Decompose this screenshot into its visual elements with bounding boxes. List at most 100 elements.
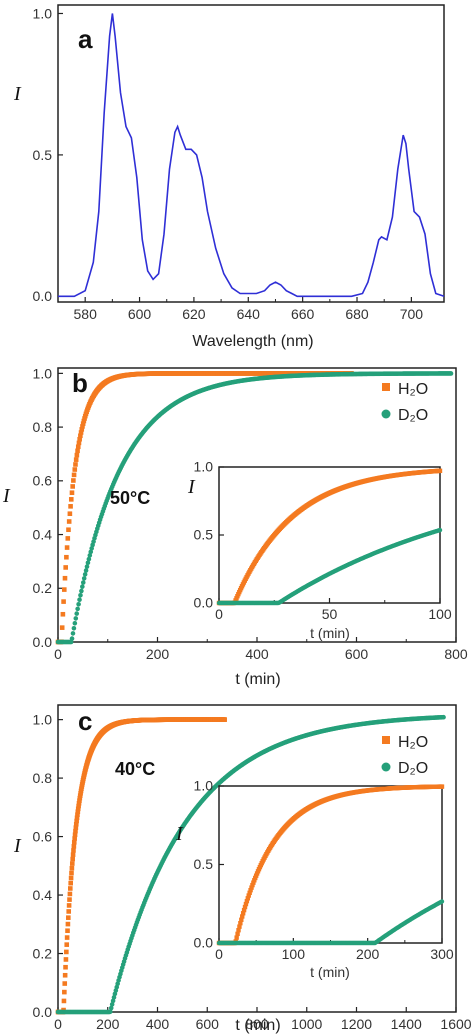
point-h2o bbox=[439, 784, 445, 789]
point-h2o bbox=[222, 717, 227, 722]
point-h2o bbox=[62, 575, 68, 581]
inset-frame bbox=[218, 466, 441, 604]
point-d2o bbox=[77, 597, 82, 603]
point-h2o bbox=[66, 903, 72, 908]
point-h2o bbox=[235, 931, 240, 937]
x-axis-label: t (min) bbox=[235, 1017, 280, 1034]
x-tick-label: 0 bbox=[215, 606, 223, 622]
x-tick-label: 50 bbox=[322, 606, 338, 622]
point-h2o bbox=[76, 440, 82, 446]
tick-marks: 580 600 620 640 660 680 700 0.0 0.5 1.0 bbox=[33, 5, 424, 322]
point-d2o bbox=[72, 620, 78, 626]
point-h2o bbox=[64, 935, 70, 940]
point-h2o bbox=[240, 911, 246, 916]
point-d2o bbox=[108, 1005, 114, 1011]
point-h2o bbox=[76, 801, 82, 806]
point-h2o bbox=[81, 418, 87, 424]
x-tick-label: 200 bbox=[96, 1016, 120, 1032]
x-tick-label: 1200 bbox=[341, 1016, 372, 1032]
point-h2o bbox=[66, 519, 72, 524]
y-tick-label: 0.0 bbox=[33, 634, 53, 650]
legend-marker-d2o bbox=[381, 409, 391, 419]
panel-b: 0 200 400 600 800 0.0 0.2 0.4 0.6 0.8 1.0 b 50°C I… bbox=[2, 365, 468, 688]
point-h2o bbox=[70, 852, 76, 857]
legend: H₂O D₂O bbox=[381, 381, 428, 424]
point-h2o bbox=[70, 856, 75, 862]
point-h2o bbox=[71, 840, 77, 845]
point-d2o bbox=[71, 625, 77, 631]
point-h2o bbox=[60, 611, 66, 617]
point-h2o bbox=[236, 928, 241, 933]
point-h2o bbox=[240, 914, 245, 919]
point-d2o bbox=[80, 580, 86, 585]
point-d2o bbox=[81, 576, 87, 581]
point-h2o bbox=[77, 798, 82, 803]
x-tick-label: 300 bbox=[430, 946, 454, 962]
legend-label-h2o: H₂O bbox=[398, 381, 428, 398]
panel-label: a bbox=[78, 24, 93, 54]
point-h2o bbox=[79, 427, 85, 432]
point-d2o bbox=[111, 995, 117, 1000]
point-h2o bbox=[71, 848, 76, 853]
point-h2o bbox=[234, 935, 239, 940]
point-h2o bbox=[239, 917, 244, 922]
inset-data-points bbox=[216, 784, 445, 946]
y-tick-label: 1.0 bbox=[33, 5, 53, 21]
point-d2o bbox=[87, 553, 93, 558]
point-h2o bbox=[249, 885, 254, 890]
x-tick-label: 0 bbox=[54, 1016, 62, 1032]
y-tick-label: 0.2 bbox=[33, 580, 53, 596]
point-h2o bbox=[78, 790, 83, 796]
point-h2o bbox=[70, 484, 75, 489]
point-h2o bbox=[75, 809, 81, 815]
point-h2o bbox=[67, 511, 73, 517]
point-h2o bbox=[61, 599, 66, 604]
point-h2o bbox=[77, 793, 83, 798]
y-tick-label: 0.0 bbox=[194, 935, 214, 951]
point-h2o bbox=[75, 812, 80, 817]
x-tick-label: 800 bbox=[245, 1016, 269, 1032]
x-tick-label: 1600 bbox=[440, 1016, 471, 1032]
temperature-annotation: 50°C bbox=[110, 488, 150, 508]
x-tick-label: 1400 bbox=[391, 1016, 422, 1032]
point-h2o bbox=[69, 870, 74, 876]
y-tick-label: 1.0 bbox=[33, 365, 53, 381]
point-h2o bbox=[66, 915, 71, 920]
point-d2o bbox=[73, 616, 79, 621]
point-h2o bbox=[61, 998, 67, 1004]
point-h2o bbox=[237, 924, 242, 929]
x-tick-label: 640 bbox=[237, 306, 261, 322]
point-h2o bbox=[62, 989, 67, 995]
inset-y-axis-label: I bbox=[175, 823, 184, 845]
y-tick-label: 0.5 bbox=[194, 856, 214, 872]
point-h2o bbox=[73, 462, 78, 467]
point-h2o bbox=[242, 904, 248, 910]
point-h2o bbox=[73, 828, 78, 834]
inset-y-axis-label: I bbox=[187, 476, 196, 498]
point-h2o bbox=[250, 882, 255, 888]
point-d2o bbox=[74, 611, 80, 616]
point-h2o bbox=[63, 957, 69, 962]
point-h2o bbox=[246, 893, 251, 898]
x-tick-label: 660 bbox=[291, 306, 315, 322]
y-tick-label: 0.4 bbox=[33, 887, 53, 903]
point-h2o bbox=[66, 527, 71, 533]
point-h2o bbox=[77, 436, 82, 442]
point-h2o bbox=[73, 457, 79, 462]
spectrum-line bbox=[58, 13, 445, 298]
point-d2o bbox=[69, 636, 75, 641]
point-d2o bbox=[86, 556, 92, 562]
point-h2o bbox=[251, 880, 256, 885]
point-h2o bbox=[78, 430, 84, 435]
point-d2o bbox=[110, 998, 116, 1004]
point-h2o bbox=[67, 891, 73, 897]
point-h2o bbox=[66, 909, 72, 914]
tick-marks: 0 200 400 600 800 0.0 0.2 0.4 0.6 0.8 1.0 bbox=[33, 365, 468, 662]
point-h2o bbox=[73, 821, 79, 827]
point-d2o bbox=[439, 899, 445, 904]
x-axis-label: t (min) bbox=[235, 671, 280, 688]
x-tick-label: 680 bbox=[345, 306, 369, 322]
point-h2o bbox=[245, 896, 251, 901]
point-h2o bbox=[243, 901, 249, 907]
